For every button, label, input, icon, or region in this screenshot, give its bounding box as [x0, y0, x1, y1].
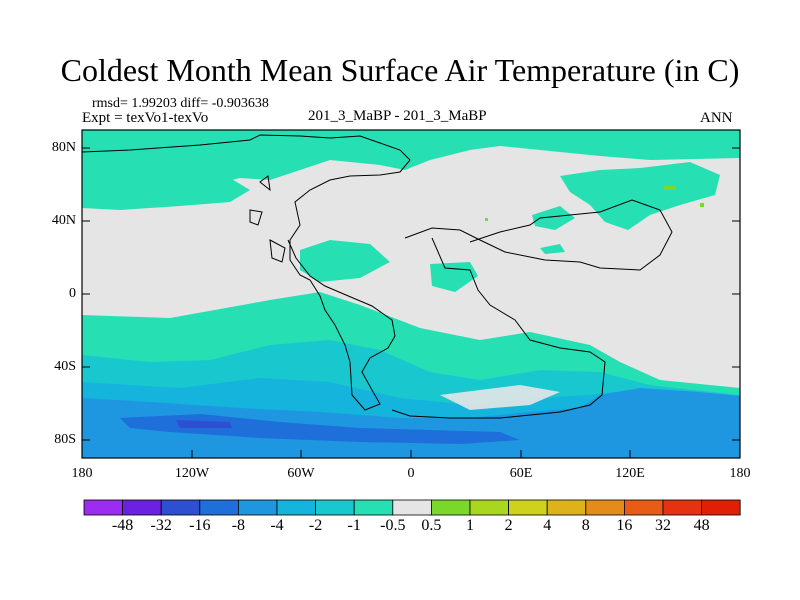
colorbar-level-label: 0.5: [421, 517, 442, 534]
temperature-field: [82, 130, 740, 458]
colorbar-swatch: [430, 499, 471, 516]
colorbar-swatch: [624, 499, 664, 516]
x-tick-label: 60W: [287, 466, 315, 481]
southern-ocean-anomaly-region: [82, 388, 740, 458]
colorbar-swatch: [701, 499, 741, 516]
colorbar-swatch: [237, 499, 278, 516]
colorbar-level-label: -8: [231, 517, 246, 534]
chart-title: Coldest Month Mean Surface Air Temperatu…: [60, 52, 740, 88]
y-tick-label: 0: [69, 286, 76, 301]
colorbar-swatch: [160, 499, 201, 516]
colorbar-swatch: [469, 499, 509, 516]
colorbar-swatch: [585, 499, 625, 516]
colorbar-swatch: [83, 499, 123, 516]
colorbar-swatch: [353, 499, 394, 516]
x-tick-label: 120W: [174, 466, 210, 481]
eurasia-africa-outline: [391, 199, 673, 419]
y-tick-label: 40N: [51, 213, 76, 228]
y-tick-label: 40S: [54, 359, 76, 374]
colorbar-swatch: [315, 499, 355, 516]
stats-label: rmsd= 1.99203 diff= -0.903638: [92, 96, 269, 111]
colorbar-level-label: 8: [581, 517, 590, 534]
colorbar-level-label: -48: [111, 517, 134, 534]
continent-outlines: [82, 134, 673, 419]
x-tick-label: 60E: [509, 466, 533, 481]
x-tick-label: 180: [729, 466, 751, 481]
colorbar-swatch: [392, 499, 432, 516]
colorbar-swatch: [199, 499, 239, 516]
colorbar-level-label: 48: [693, 517, 710, 534]
colorbar-swatch: [662, 499, 702, 516]
colorbar: [83, 499, 741, 516]
americas-outline: [82, 134, 411, 411]
axis-ticks: [81, 147, 741, 458]
north-pacific-anomaly-region: [82, 170, 250, 210]
colorbar-swatch: [546, 499, 587, 516]
ne-asia-anomaly-region: [560, 162, 720, 230]
colorbar-level-label: 1: [466, 517, 474, 534]
colorbar-level-label: -1: [347, 517, 361, 534]
colorbar-level-label: -0.5: [380, 517, 406, 534]
arctic-anomaly-region: [82, 130, 740, 196]
y-tick-label: 80N: [51, 140, 76, 155]
comparison-label: 201_3_MaBP - 201_3_MaBP: [308, 108, 487, 124]
colorbar-level-label: 2: [504, 517, 513, 534]
colorbar-level-label: 16: [616, 517, 633, 534]
x-tick-label: 180: [71, 466, 93, 481]
colorbar-level-label: -4: [270, 517, 284, 534]
y-tick-label: 80S: [54, 432, 76, 447]
colorbar-swatch: [276, 499, 316, 516]
colorbar-swatch: [122, 499, 162, 516]
colorbar-level-label: 4: [543, 517, 552, 534]
x-tick-label: 120E: [615, 466, 645, 481]
expt-label: Expt = texVo1-texVo: [82, 110, 209, 126]
colorbar-level-label: -2: [308, 517, 323, 534]
x-tick-label: 0: [407, 466, 415, 481]
colorbar-level-label: -16: [189, 517, 211, 534]
colorbar-swatch: [508, 499, 548, 516]
colorbar-level-label: -32: [150, 517, 172, 534]
season-label: ANN: [700, 110, 733, 126]
colorbar-level-label: 32: [655, 517, 671, 534]
